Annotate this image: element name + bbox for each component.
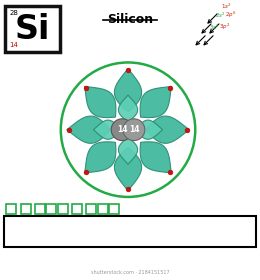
Polygon shape [85, 86, 116, 118]
Text: $1s^2\ 2s^2\ 2p^6\ 3s^2\ 3p^2$: $1s^2\ 2s^2\ 2p^6\ 3s^2\ 3p^2$ [9, 223, 127, 242]
Bar [4, 216, 256, 247]
Polygon shape [67, 116, 110, 143]
Polygon shape [114, 148, 142, 191]
Bar [87, 204, 96, 214]
Text: 28: 28 [9, 10, 18, 16]
Text: $2p^6$: $2p^6$ [225, 10, 236, 20]
Text: 14: 14 [129, 125, 139, 134]
Bar [98, 204, 108, 214]
Polygon shape [118, 137, 138, 164]
Text: $3p^2$: $3p^2$ [219, 22, 230, 32]
Bar [109, 204, 119, 214]
Text: Electron Configuration: Electron Configuration [81, 219, 179, 228]
Text: $2s^2$: $2s^2$ [215, 11, 226, 20]
Bar [72, 204, 82, 214]
Text: 14: 14 [117, 125, 127, 134]
Text: $1s^2$: $1s^2$ [221, 2, 232, 11]
Circle shape [111, 119, 133, 141]
Polygon shape [140, 142, 171, 173]
Circle shape [123, 119, 145, 141]
Bar [47, 204, 56, 214]
Bar [21, 204, 31, 214]
Text: shutterstock.com · 2184151517: shutterstock.com · 2184151517 [91, 270, 169, 275]
Polygon shape [146, 116, 189, 143]
Polygon shape [85, 142, 116, 173]
Text: 14: 14 [9, 42, 18, 48]
Polygon shape [93, 120, 120, 139]
Text: Silicon: Silicon [107, 13, 153, 26]
Bar [35, 204, 45, 214]
Text: Si: Si [15, 13, 50, 46]
Polygon shape [140, 86, 171, 118]
Polygon shape [118, 95, 138, 122]
Polygon shape [114, 68, 142, 112]
Polygon shape [136, 120, 162, 139]
Text: $3s^2$: $3s^2$ [209, 22, 220, 32]
Bar [58, 204, 68, 214]
Bar [5, 6, 60, 52]
Bar [6, 204, 16, 214]
